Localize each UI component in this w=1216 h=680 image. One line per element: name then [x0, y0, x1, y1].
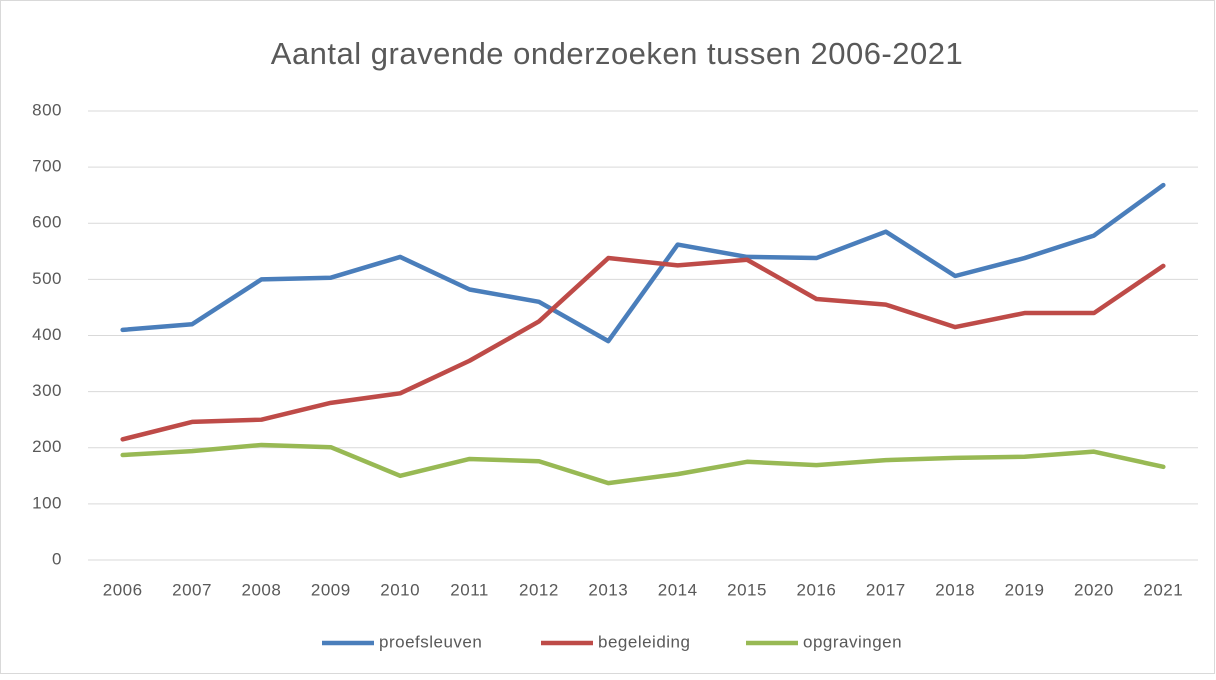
legend-label: opgravingen: [803, 632, 902, 651]
y-tick-label: 500: [32, 269, 62, 288]
series-line: [120, 182, 1166, 344]
x-tick-label: 2006: [103, 580, 143, 599]
y-tick-label: 600: [32, 213, 62, 232]
y-tick-label: 100: [32, 493, 62, 512]
x-tick-label: 2013: [588, 580, 628, 599]
x-tick-label: 2020: [1074, 580, 1114, 599]
chart-title: Aantal gravende onderzoeken tussen 2006-…: [271, 36, 963, 71]
x-tick-label: 2008: [242, 580, 282, 599]
x-tick-label: 2011: [450, 580, 489, 599]
y-tick-label: 300: [32, 381, 62, 400]
x-tick-label: 2014: [658, 580, 698, 599]
x-tick-label: 2015: [727, 580, 767, 599]
x-tick-label: 2021: [1143, 580, 1183, 599]
y-tick-label: 700: [32, 157, 62, 176]
y-tick-label: 0: [52, 549, 62, 568]
x-tick-label: 2016: [797, 580, 837, 599]
series-line: [120, 442, 1166, 486]
series-line: [120, 255, 1166, 442]
x-tick-label: 2007: [172, 580, 212, 599]
x-tick-label: 2017: [866, 580, 906, 599]
y-tick-label: 800: [32, 100, 62, 119]
y-tick-label: 200: [32, 437, 62, 456]
y-tick-label: 400: [32, 325, 62, 344]
legend-label: begeleiding: [598, 632, 690, 651]
x-tick-label: 2009: [311, 580, 351, 599]
legend-label: proefsleuven: [379, 632, 482, 651]
x-tick-label: 2019: [1005, 580, 1045, 599]
x-tick-label: 2018: [935, 580, 975, 599]
x-tick-label: 2010: [380, 580, 420, 599]
x-tick-label: 2012: [519, 580, 559, 599]
